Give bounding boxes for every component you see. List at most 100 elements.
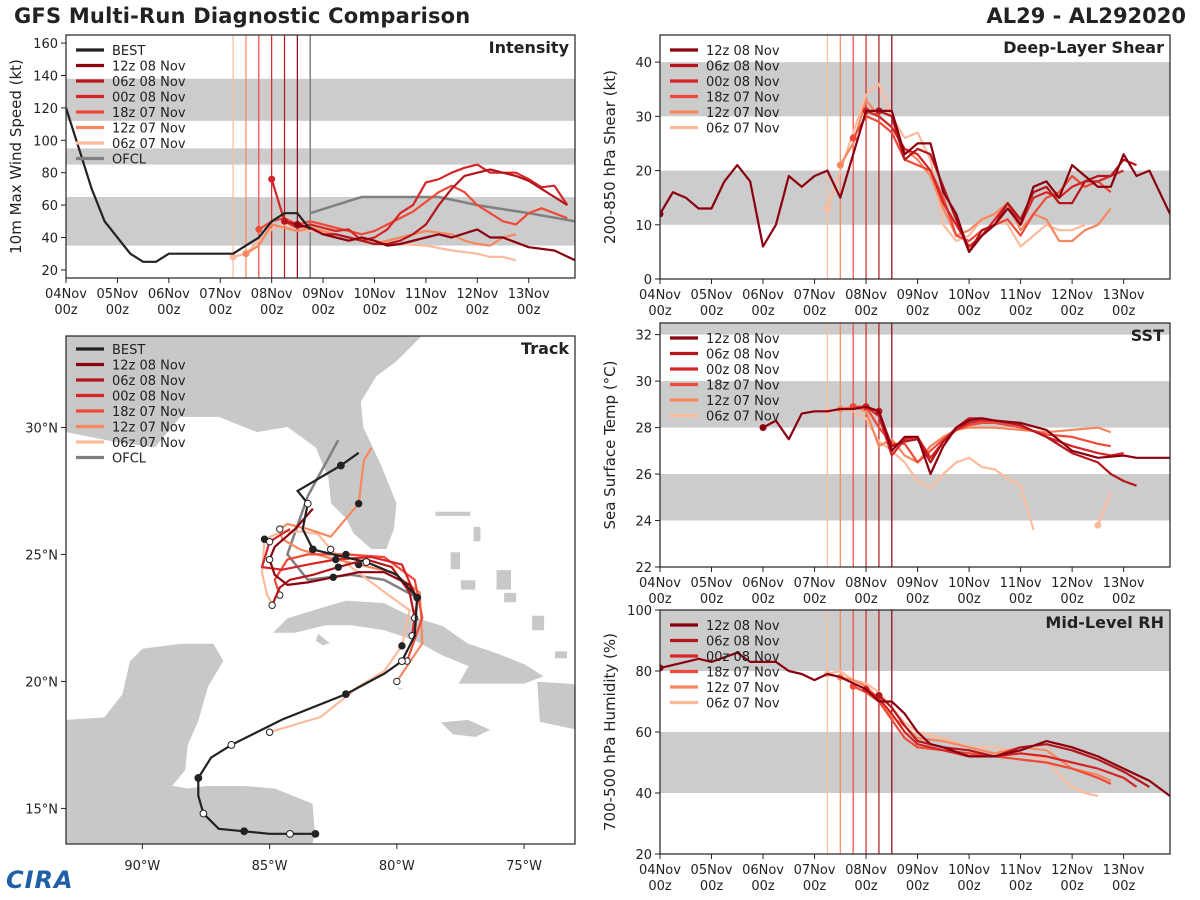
track-legend-label: 18z 07 Nov <box>112 405 186 420</box>
rh-xtick-label: 10Nov <box>948 863 990 878</box>
rh-legend-label: 12z 08 Nov <box>706 619 780 634</box>
shear-ytick-label: 20 <box>635 165 652 180</box>
track-ytick-label: 15°N <box>25 802 58 817</box>
intensity-ytick-label: 60 <box>41 199 58 214</box>
track-position-marker <box>329 573 337 581</box>
sst-legend-label: 00z 08 Nov <box>706 363 780 378</box>
sst-xtick-label: 06Nov <box>742 576 784 591</box>
rh-series-0 <box>660 651 1170 797</box>
intensity-init-marker <box>255 225 263 233</box>
track-legend-label: 12z 07 Nov <box>112 421 186 436</box>
track-best-marker <box>362 558 371 566</box>
track-xtick-label: 90°W <box>124 859 160 874</box>
track-position-marker <box>265 555 274 564</box>
sst-legend-label: 12z 08 Nov <box>706 332 780 347</box>
track-xtick-label: 80°W <box>379 859 415 874</box>
sst-xtick-label: 04Nov <box>639 576 681 591</box>
shear-xtick-label: 07Nov <box>794 288 836 303</box>
intensity-series-2 <box>270 163 569 242</box>
intensity-grey-band <box>66 78 575 121</box>
sst-legend-label: 12z 07 Nov <box>706 394 780 409</box>
bahamas-island-land <box>531 615 545 631</box>
intensity-xtick-label: 10Nov <box>354 287 396 302</box>
sst-xtick-label: 08Nov <box>845 576 887 591</box>
sst-legend-label: 06z 08 Nov <box>706 348 780 363</box>
sst-ytick-label: 28 <box>635 422 652 437</box>
intensity-xtick-label: 09Nov <box>302 287 344 302</box>
bahamas-island-land <box>434 510 472 517</box>
track-best-marker <box>199 809 208 818</box>
sst-panel <box>655 322 1171 572</box>
intensity-ytick-label: 160 <box>33 37 58 52</box>
shear-xtick-label: 00z <box>957 304 981 319</box>
track-best-marker <box>227 741 236 749</box>
track-position-marker <box>265 538 274 546</box>
sst-xtick-label: 00z <box>854 592 878 607</box>
rh-xtick-label: 05Nov <box>691 863 733 878</box>
shear-xtick-label: 06Nov <box>742 288 784 303</box>
cuba-land <box>271 599 546 685</box>
sst-xtick-label: 12Nov <box>1051 576 1093 591</box>
track-best-line <box>197 451 419 835</box>
intensity-xtick-label: 05Nov <box>96 287 138 302</box>
shear-ytick-label: 40 <box>635 56 652 71</box>
sst-grey-band <box>660 474 1170 521</box>
sst-xtick-label: 00z <box>1060 592 1084 607</box>
shear-init-marker <box>849 134 857 142</box>
rh-xtick-label: 09Nov <box>897 863 939 878</box>
intensity-xtick-label: 11Nov <box>405 287 447 302</box>
shear-title: Deep-Layer Shear <box>1003 38 1164 57</box>
shear-ylabel: 200-850 hPa Shear (kt) <box>601 70 619 244</box>
rh-plot-area <box>660 610 1170 854</box>
shear-xtick-label: 11Nov <box>1000 288 1042 303</box>
rh-xtick-label: 13Nov <box>1103 863 1145 878</box>
intensity-init-marker <box>229 253 237 261</box>
intensity-legend-label: 06z 07 Nov <box>112 137 186 152</box>
shear-legend-label: 00z 08 Nov <box>706 75 780 90</box>
rh-legend-label: 12z 07 Nov <box>706 681 780 696</box>
sst-title: SST <box>1131 326 1164 345</box>
sst-xtick-label: 00z <box>906 592 930 607</box>
shear-grey-band <box>660 170 1170 225</box>
track-position-marker <box>265 728 274 736</box>
sst-legend-label: 06z 07 Nov <box>706 410 780 425</box>
shear-series-5 <box>826 82 1086 248</box>
intensity-legend-label: 18z 07 Nov <box>112 106 186 121</box>
intensity-legend-label: BEST <box>112 44 145 59</box>
intensity-ytick-label: 20 <box>41 264 58 279</box>
track-position-marker <box>268 601 276 609</box>
track-best-marker <box>308 545 317 554</box>
intensity-ylabel: 10m Max Wind Speed (kt) <box>7 59 25 254</box>
rh-series-4 <box>840 676 1112 782</box>
intensity-init-marker <box>281 217 289 225</box>
shear-xtick-label: 12Nov <box>1051 288 1093 303</box>
sst-series-6 <box>1096 492 1112 526</box>
intensity-xtick-label: 04Nov <box>45 287 87 302</box>
track-ytick-label: 30°N <box>25 421 58 436</box>
sst-series-2 <box>865 405 1124 459</box>
shear-legend-label: 12z 07 Nov <box>706 106 780 121</box>
intensity-frame <box>65 34 576 279</box>
intensity-xtick-label: 00z <box>311 303 335 318</box>
intensity-ytick-label: 100 <box>33 134 58 149</box>
shear-legend-label: 06z 07 Nov <box>706 122 780 137</box>
track-position-marker <box>276 525 284 533</box>
intensity-xtick-label: 00z <box>363 303 387 318</box>
isla-juventud-land <box>314 632 332 647</box>
sst-frame <box>659 322 1171 568</box>
sst-xtick-label: 11Nov <box>1000 576 1042 591</box>
sst-legend-label: 18z 07 Nov <box>706 379 780 394</box>
shear-xtick-label: 00z <box>1009 304 1033 319</box>
shear-xtick-label: 00z <box>700 304 724 319</box>
intensity-xtick-label: 00z <box>209 303 233 318</box>
track-position-marker <box>334 563 343 571</box>
track-best-marker <box>311 829 320 838</box>
page-title: GFS Multi-Run Diagnostic Comparison <box>14 4 471 28</box>
cira-logo: CIRA <box>6 866 74 894</box>
shear-ytick-label: 0 <box>644 273 652 288</box>
intensity-series-3 <box>258 184 568 236</box>
rh-xtick-label: 04Nov <box>639 863 681 878</box>
sst-xtick-label: 00z <box>803 592 827 607</box>
track-best-marker <box>336 461 345 470</box>
track-legend-label: OFCL <box>112 452 147 467</box>
